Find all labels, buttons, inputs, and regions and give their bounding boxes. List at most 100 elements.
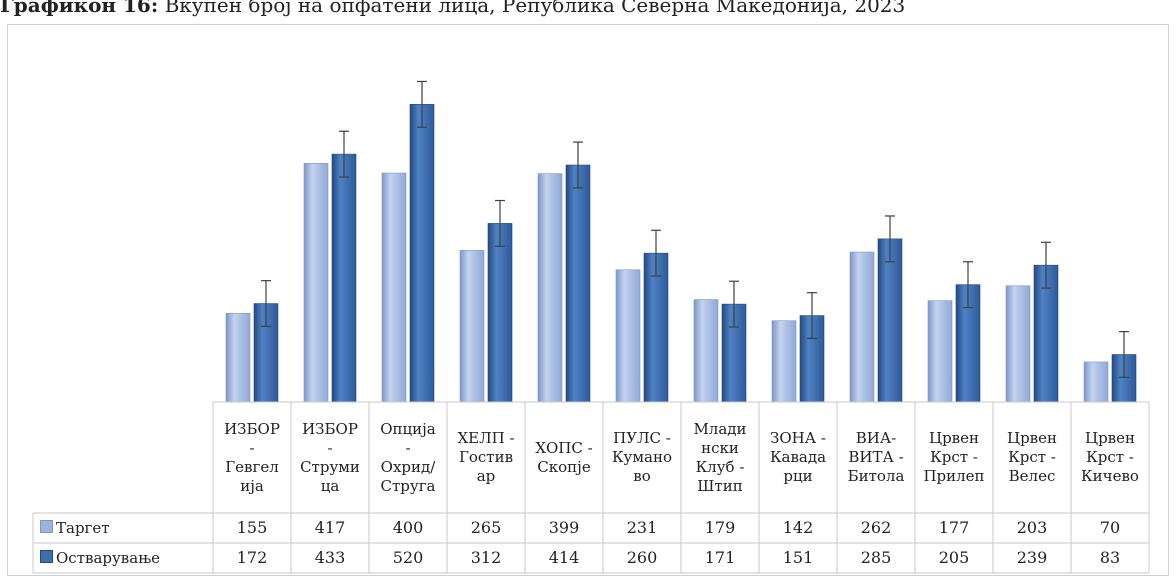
bar-actual xyxy=(643,252,669,403)
category-label-line: Струми xyxy=(300,457,360,476)
category-label: ХЕЛП - Гостив ар xyxy=(447,429,525,486)
bar-target xyxy=(303,163,329,403)
category-label-line: Црвен xyxy=(928,429,979,447)
category-label-line: Прилеп xyxy=(923,467,985,485)
category-label-line: Млади xyxy=(693,419,747,438)
bar-target xyxy=(225,312,251,403)
bar-target xyxy=(927,300,953,403)
chart-title-label: Графикон 16: xyxy=(0,0,159,17)
data-label: 172 xyxy=(236,548,268,567)
category-label: ИЗБОР - Гевгел ија xyxy=(213,420,291,496)
category-label-line: Велес xyxy=(1008,467,1056,485)
chart-frame xyxy=(7,24,1169,576)
category-label: Црвен Крст - Кичево xyxy=(1071,429,1149,486)
chart-title-text: Вкупен број на опфатени лица, Република … xyxy=(158,0,906,17)
data-label: 312 xyxy=(470,548,502,567)
category-label-line: Охрид/ xyxy=(380,457,436,476)
category-label-line: Кумано xyxy=(611,448,673,466)
bar-target xyxy=(381,172,407,403)
legend-label: Таргет xyxy=(56,519,110,537)
data-label: 155 xyxy=(236,518,268,537)
category-label-line: ПУЛС - xyxy=(613,429,671,447)
category-label: Црвен Крст - Прилеп xyxy=(915,429,993,486)
data-label: 262 xyxy=(860,518,892,537)
category-label-line: ЗОНА - xyxy=(770,429,826,447)
data-label: 265 xyxy=(470,518,502,537)
data-label: 520 xyxy=(392,548,424,567)
data-label: 414 xyxy=(548,548,580,567)
bar-target xyxy=(693,299,719,403)
data-label: 399 xyxy=(548,518,580,537)
bar-actual xyxy=(331,153,357,403)
legend-entry: Таргет xyxy=(40,513,110,543)
category-label: Опција - Охрид/Струга xyxy=(369,420,447,496)
category-label-line: ВИА- xyxy=(855,429,897,447)
data-label: 433 xyxy=(314,548,346,567)
category-label-line: Кичево xyxy=(1081,467,1139,485)
category-label: Млади нски Клуб - Штип xyxy=(681,420,759,496)
data-label: 179 xyxy=(704,518,736,537)
bar-target xyxy=(771,320,797,403)
category-label-line: ВИТА - xyxy=(848,448,904,466)
category-label-line: Црвен xyxy=(1006,429,1057,447)
category-label: ХОПС - Скопје xyxy=(525,439,603,477)
category-label-line: Крст - xyxy=(1086,448,1134,466)
category-label: ЗОНА - Кавада рци xyxy=(759,429,837,486)
category-label-line: ХЕЛП - xyxy=(457,429,515,447)
category-label-line: ар xyxy=(476,467,496,485)
legend-entry: Остварување xyxy=(40,543,160,573)
data-label: 400 xyxy=(392,518,424,537)
category-label-line: ија xyxy=(240,476,264,495)
category-label-line: Кавада xyxy=(769,448,827,466)
category-label: ВИА- ВИТА - Битола xyxy=(837,429,915,486)
bar-target xyxy=(537,173,563,403)
data-label: 177 xyxy=(938,518,970,537)
category-label: ПУЛС - Кумано во xyxy=(603,429,681,486)
category-label: ИЗБОР - Струми ца xyxy=(291,420,369,496)
category-label-line: - xyxy=(405,438,411,457)
bar-actual xyxy=(565,164,591,403)
category-label: Црвен Крст - Велес xyxy=(993,429,1071,486)
category-label-line: Црвен xyxy=(1084,429,1135,447)
category-label-line: рци xyxy=(783,467,813,485)
bar-target xyxy=(615,269,641,403)
category-label-line: Опција xyxy=(380,419,436,438)
data-label: 260 xyxy=(626,548,658,567)
category-label-line: ИЗБОР xyxy=(224,419,280,438)
data-label: 203 xyxy=(1016,518,1048,537)
data-label: 205 xyxy=(938,548,970,567)
data-label: 417 xyxy=(314,518,346,537)
category-label-line: Скопје xyxy=(537,457,591,476)
category-label-line: во xyxy=(633,467,651,485)
category-label-line: ХОПС - xyxy=(535,438,593,457)
bar-target xyxy=(459,250,485,403)
data-label: 83 xyxy=(1099,548,1121,567)
data-label: 171 xyxy=(704,548,736,567)
category-label-line: Крст - xyxy=(930,448,978,466)
data-label: 285 xyxy=(860,548,892,567)
bar-target xyxy=(1083,361,1109,403)
category-label-line: ца xyxy=(320,476,340,495)
bar-actual xyxy=(409,104,435,403)
category-label-line: Струга xyxy=(380,476,436,495)
category-label-line: ИЗБОР xyxy=(302,419,358,438)
data-label: 151 xyxy=(782,548,814,567)
bar-actual xyxy=(877,238,903,403)
category-label-line: Крст - xyxy=(1008,448,1056,466)
category-label-line: Гевгел xyxy=(225,457,279,476)
category-label-line: - xyxy=(249,438,255,457)
category-label-line: Штип xyxy=(697,476,743,495)
legend-swatch xyxy=(40,550,53,563)
chart-title: Графикон 16: Вкупен број на опфатени лиц… xyxy=(0,0,905,17)
bar-actual xyxy=(487,223,513,403)
bar-target xyxy=(1005,285,1031,403)
data-label: 70 xyxy=(1099,518,1121,537)
data-label: 239 xyxy=(1016,548,1048,567)
category-label-line: нски xyxy=(701,438,739,457)
category-label-line: Битола xyxy=(847,467,905,485)
data-label: 231 xyxy=(626,518,658,537)
category-label-line: - xyxy=(327,438,333,457)
bar-target xyxy=(849,251,875,403)
category-label-line: Гостив xyxy=(458,448,514,466)
